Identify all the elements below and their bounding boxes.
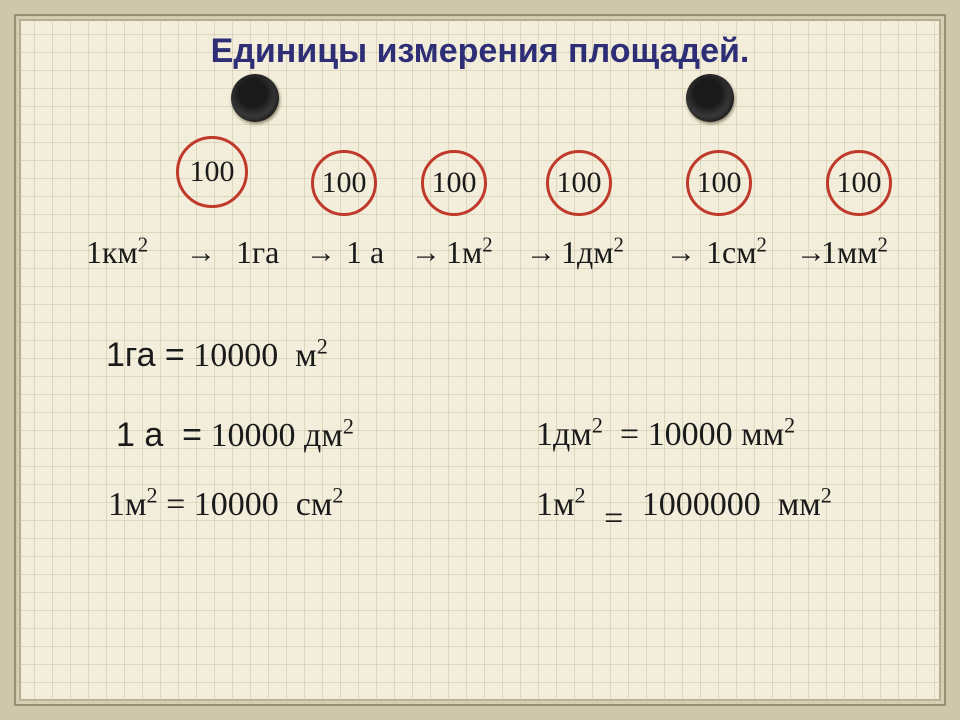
content-layer: Единицы измерения площадей. 100100100100…: [16, 16, 944, 704]
arrow-icon: →: [411, 236, 441, 270]
outer-frame: Единицы измерения площадей. 100100100100…: [0, 0, 960, 720]
arrow-icon: →: [796, 236, 826, 270]
unit-label: 1м2: [446, 234, 493, 271]
paper-area: Единицы измерения площадей. 100100100100…: [14, 14, 946, 706]
unit-label: 1 а: [346, 234, 384, 271]
equation: 1га = 10000 м2: [106, 336, 328, 375]
equation: 1дм2 = 10000 мм2: [536, 416, 795, 454]
unit-label: 1га: [236, 234, 279, 271]
arrow-icon: →: [306, 236, 336, 270]
unit-label: 1км2: [86, 234, 148, 271]
equation: 1м2 = 10000 см2: [108, 486, 343, 524]
unit-label: 1дм2: [561, 234, 624, 271]
arrow-icon: →: [666, 236, 696, 270]
arrow-icon: →: [186, 236, 216, 270]
arrow-icon: →: [526, 236, 556, 270]
equation: 1м2 = 1000000 мм2: [536, 486, 832, 524]
unit-label: 1см2: [706, 234, 767, 271]
equation: 1 а = 10000 дм2: [116, 416, 354, 455]
unit-label: 1мм2: [821, 234, 888, 271]
unit-chain-row: 1км21га1 а1м21дм21см21мм2→→→→→→: [16, 16, 944, 316]
